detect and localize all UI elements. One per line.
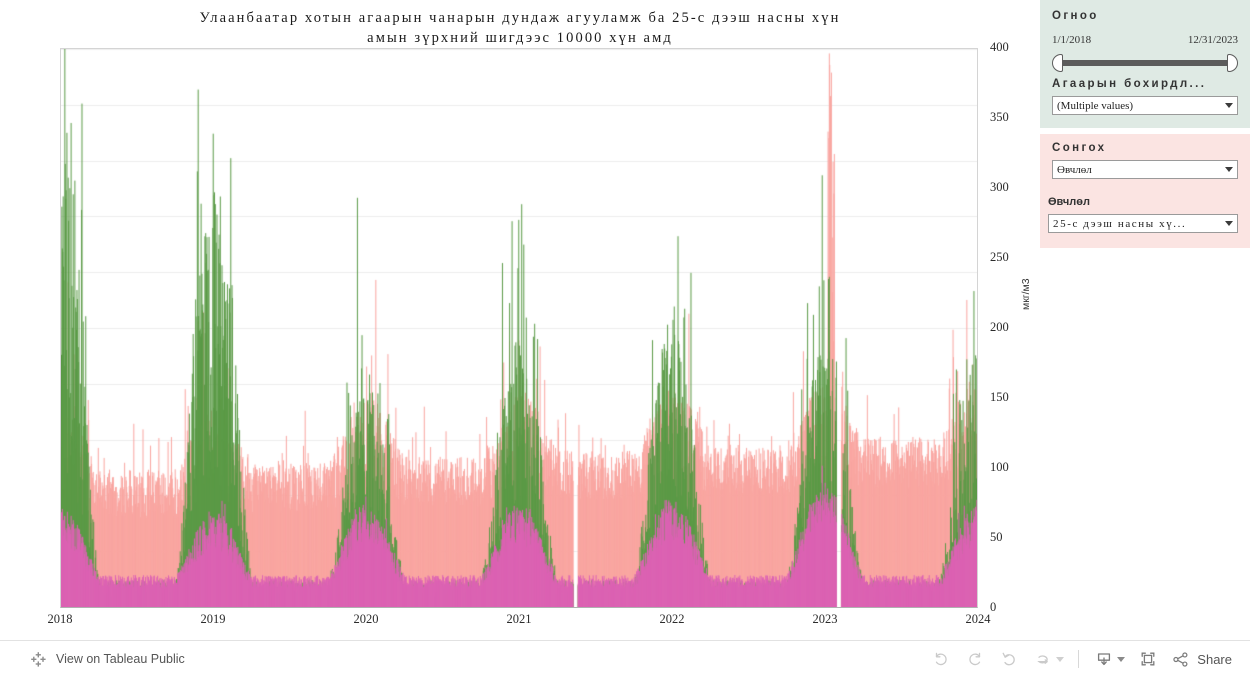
select-dropdown-value: Өвчлөл xyxy=(1057,163,1092,176)
select-filter-heading: Сонгох xyxy=(1052,142,1107,154)
chevron-down-icon xyxy=(1225,221,1233,226)
fullscreen-button[interactable] xyxy=(1131,644,1165,674)
select-dropdown[interactable]: Өвчлөл xyxy=(1052,160,1238,179)
x-axis-tick: 2020 xyxy=(353,612,379,626)
download-button[interactable] xyxy=(1087,644,1121,674)
toolbar-divider xyxy=(1078,650,1080,668)
chart-title: Улаанбаатар хотын агаарын чанарын дундаж… xyxy=(0,8,1040,46)
bottom-toolbar: View on Tableau Public xyxy=(0,640,1250,677)
disease-filter-label: Өвчлөл xyxy=(1048,196,1090,208)
view-on-tableau-public-link[interactable]: View on Tableau Public xyxy=(30,651,185,668)
y-axis-right-tick: 350 xyxy=(990,110,1009,124)
slider-handle-end[interactable] xyxy=(1227,54,1238,72)
plot-frame[interactable] xyxy=(60,48,978,608)
chart-area: Улаанбаатар хотын агаарын чанарын дундаж… xyxy=(0,8,1040,634)
y-axis-right-tick: 50 xyxy=(990,530,1003,544)
disease-dropdown[interactable]: 25-с дээш насны хү... xyxy=(1048,214,1238,233)
pollutant-dropdown[interactable]: (Multiple values) xyxy=(1052,96,1238,115)
y-axis-right-tick: 200 xyxy=(990,320,1009,334)
y-axis-right-tick: 300 xyxy=(990,180,1009,194)
filter-panel: Огноо 1/1/2018 12/31/2023 Агаарын бохирд… xyxy=(1040,0,1250,640)
tableau-logo-icon xyxy=(31,651,46,667)
slider-handle-start[interactable] xyxy=(1052,54,1063,72)
y-axis-right-ticks: 0 50 100 150 200 250 300 350 400 xyxy=(990,40,1009,614)
refresh-dropdown-caret[interactable] xyxy=(1056,656,1065,662)
x-axis-ticks: 2018 2019 2020 2021 2022 2023 2024 xyxy=(0,612,1040,634)
share-button[interactable]: Share xyxy=(1171,650,1232,669)
x-axis-tick: 2024 xyxy=(965,612,991,626)
download-dropdown-caret[interactable] xyxy=(1117,656,1126,662)
y-axis-right-tick: 150 xyxy=(990,390,1009,404)
date-range-end: 12/31/2023 xyxy=(1187,34,1238,46)
share-icon xyxy=(1173,651,1188,667)
slider-track[interactable] xyxy=(1061,60,1229,66)
x-axis-tick: 2023 xyxy=(812,612,838,626)
y-axis-right-tick: 400 xyxy=(990,40,1009,54)
chart-title-line-1: Улаанбаатар хотын агаарын чанарын дундаж… xyxy=(199,10,841,26)
pollutant-filter-heading: Агаарын бохирдл... xyxy=(1052,78,1207,90)
y-axis-right-tick: 100 xyxy=(990,460,1009,474)
chart-plot-canvas[interactable] xyxy=(61,49,977,607)
date-range-start: 1/1/2018 xyxy=(1052,34,1092,46)
x-axis-tick: 2019 xyxy=(200,612,226,626)
date-filter-block: Огноо 1/1/2018 12/31/2023 Агаарын бохирд… xyxy=(1040,0,1250,128)
x-axis-tick: 2021 xyxy=(506,612,532,626)
disease-dropdown-value: 25-с дээш насны хү... xyxy=(1053,217,1187,230)
toolbar-actions: Share xyxy=(924,644,1232,674)
chevron-down-icon xyxy=(1225,167,1233,172)
share-label: Share xyxy=(1197,651,1232,667)
pollutant-dropdown-value: (Multiple values) xyxy=(1057,99,1134,112)
y-axis-right-tick: 0 xyxy=(990,600,997,614)
date-filter-heading: Огноо xyxy=(1052,10,1099,22)
y-axis-right-tick: 250 xyxy=(990,250,1009,264)
select-filter-block: Сонгох Өвчлөл Өвчлөл 25-с дээш насны хү.… xyxy=(1040,134,1250,248)
undo-button[interactable] xyxy=(924,644,958,674)
x-axis-tick: 2022 xyxy=(659,612,685,626)
tableau-link-label: View on Tableau Public xyxy=(56,652,185,666)
date-range-slider[interactable] xyxy=(1052,54,1238,72)
x-axis-tick: 2018 xyxy=(47,612,73,626)
y-axis-right-title: мкг/м3 xyxy=(1020,278,1032,310)
redo-button[interactable] xyxy=(958,644,992,674)
chart-title-line-2: амын зүрхний шигдээс 10000 хүн амд xyxy=(367,30,673,46)
refresh-button[interactable] xyxy=(1026,644,1060,674)
chevron-down-icon xyxy=(1225,103,1233,108)
revert-button[interactable] xyxy=(992,644,1026,674)
